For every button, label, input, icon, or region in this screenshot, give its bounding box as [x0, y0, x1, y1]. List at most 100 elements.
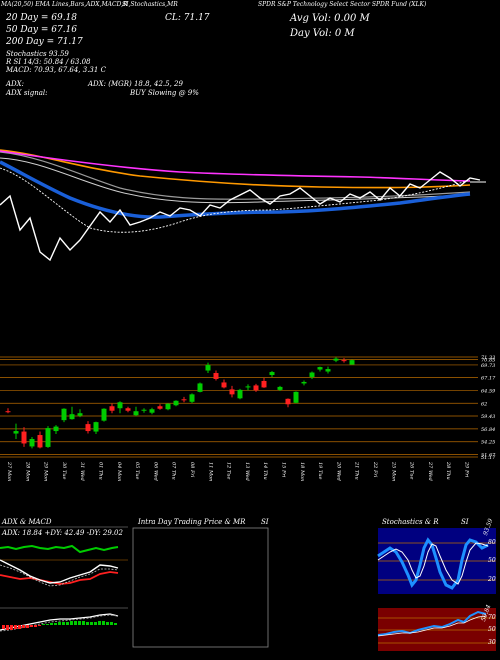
stoch-level-label-80: 80 — [488, 539, 496, 546]
macd-hist-bar-1 — [6, 625, 9, 630]
ma-orange-line — [0, 149, 471, 189]
candle-body-18 — [149, 409, 155, 413]
adx-panel-title: ADX & MACD — [2, 518, 52, 526]
candle-body-27 — [221, 382, 227, 388]
price-axis-label-9: 51.67 — [481, 453, 496, 459]
candle-body-10 — [85, 424, 91, 432]
stoch-panel-title: Stochastics & R — [382, 518, 439, 526]
candle-body-25 — [205, 365, 211, 371]
stoch-level-label-20: 20 — [488, 576, 496, 583]
date-axis-label-24: 28 Thu — [445, 461, 451, 480]
macd-hist-bar-9 — [38, 625, 41, 626]
price-axis-label-4: 64.59 — [481, 388, 496, 394]
ma50-readout: 50 Day = 67.16 — [6, 25, 78, 35]
candle-body-20 — [165, 403, 171, 410]
stoch-panel-si: SI — [461, 518, 469, 526]
candle-body-32 — [261, 380, 267, 388]
candle-body-3 — [29, 438, 35, 447]
date-axis-label-10: 08 Fri — [189, 462, 195, 478]
date-axis-label-21: 25 Mon — [390, 461, 396, 481]
candle-body-19 — [157, 406, 163, 409]
macd-hist-bar-2 — [10, 625, 13, 630]
macd-hist-bar-20 — [82, 621, 85, 625]
ma200-readout: 200 Day = 71.17 — [6, 37, 83, 47]
date-axis-label-1: 28 Mon — [24, 461, 30, 481]
price-axis-label-0: 71.33 — [481, 355, 495, 361]
price-axis-label-2: 69.73 — [481, 363, 495, 369]
stoch-panel — [377, 528, 496, 594]
price-line-white — [0, 171, 481, 262]
panel-frames — [0, 526, 269, 648]
adx-green-line — [0, 544, 119, 554]
date-axis: 27 Mon 28 Mon 29 Mon 30 Tue 31 Wed 01 Thu 04 M… — [6, 461, 470, 481]
macd-panel — [0, 607, 128, 632]
macd-hist-bar-0 — [2, 625, 5, 629]
date-axis-label-22: 26 Tue — [409, 461, 415, 480]
ma-blue-line — [0, 160, 471, 219]
macd-readout: MACD: 70.93, 67.64, 3.31 C — [6, 66, 106, 74]
rsi-white-line — [377, 615, 487, 637]
candle-body-4 — [37, 435, 43, 448]
adx-panel-readout: ADX: 18.84 +DY: 42.49 -DY: 29.02 — [2, 529, 123, 537]
date-axis-label-9: 07 Thu — [171, 462, 177, 480]
candle-body-16 — [133, 411, 139, 416]
date-axis-label-20: 22 Fri — [372, 461, 378, 478]
ma-white-dotted — [0, 167, 471, 233]
date-axis-label-19: 21 Thu — [354, 461, 360, 480]
candle-body-28 — [229, 389, 235, 395]
candle-body-29 — [237, 389, 243, 399]
candle-body-1 — [13, 431, 19, 434]
stoch-level-label-50: 50 — [488, 557, 496, 564]
candle-body-7 — [61, 408, 67, 421]
adx-red-line — [0, 571, 119, 585]
day-volume-readout: Day Vol: 0 M — [290, 28, 355, 39]
candle-body-43 — [349, 360, 355, 365]
macd-hist-bar-10 — [42, 624, 45, 625]
macd-hist-bar-6 — [26, 625, 29, 628]
stoch-readout: Stochastics 93.59 — [6, 50, 69, 58]
macd-hist-bar-15 — [62, 622, 65, 625]
date-axis-label-3: 30 Tue — [61, 462, 67, 480]
date-axis-label-7: 05 Tue — [134, 462, 140, 480]
candle-body-30 — [245, 386, 251, 388]
candle-body-15 — [125, 408, 131, 411]
date-axis-label-25: 29 Fri — [464, 461, 470, 478]
price-axis-label-5: 62 — [481, 401, 487, 407]
macd-hist-bar-21 — [86, 622, 89, 625]
candle-body-0 — [5, 411, 11, 413]
ma-long-grey-2 — [0, 157, 471, 204]
stoch-d-line — [377, 542, 489, 585]
candle-body-36 — [293, 391, 299, 403]
macd-hist-bar-14 — [58, 622, 61, 625]
adx-white-line — [0, 559, 119, 584]
candle-body-42 — [341, 360, 347, 362]
macd-hist-bar-17 — [70, 621, 73, 625]
macd-hist-bar-3 — [14, 625, 17, 629]
candle-body-12 — [101, 408, 107, 421]
rsi-level-label-50: 50 — [488, 626, 496, 633]
rsi-level-label-70: 70 — [488, 614, 496, 621]
rsi-panel — [377, 608, 496, 651]
header-line-left: MA(20,50) EMA Lines,Bars,ADX,MACD,R — [1, 1, 128, 8]
candle-body-34 — [277, 386, 283, 390]
rsi-panel-bg — [378, 608, 496, 651]
macd-hist-bar-19 — [78, 621, 81, 625]
date-axis-label-2: 29 Mon — [43, 461, 49, 481]
candle-body-39 — [317, 367, 323, 370]
candle-body-2 — [21, 431, 27, 444]
candle-body-9 — [77, 413, 83, 416]
date-axis-label-13: 13 Wed — [244, 462, 250, 481]
ma-long-grey — [0, 151, 471, 200]
macd-hist-bar-18 — [74, 621, 77, 625]
candle-body-31 — [253, 385, 259, 391]
intraday-panel-si: SI — [261, 518, 269, 526]
date-axis-label-16: 18 Mon — [299, 462, 305, 481]
candle-body-14 — [117, 402, 123, 409]
macd-hist-bar-5 — [22, 625, 25, 628]
macd-hist-bar-11 — [46, 624, 49, 625]
macd-signal-line — [0, 614, 119, 632]
date-axis-label-23: 27 Wed — [427, 461, 433, 481]
candle-body-26 — [213, 373, 219, 379]
ma-magenta-line — [0, 150, 471, 182]
